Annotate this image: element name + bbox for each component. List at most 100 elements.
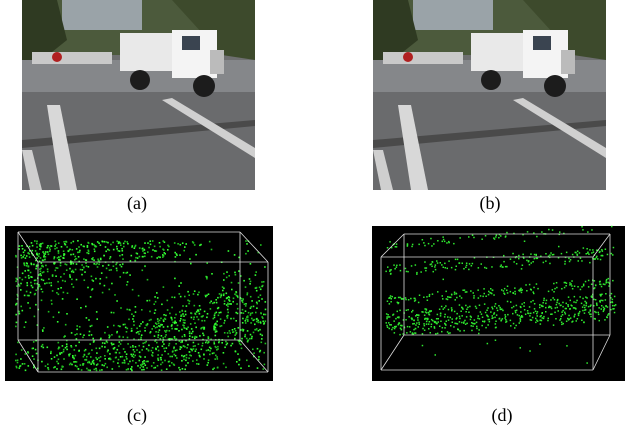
point (484, 321, 486, 323)
point (492, 315, 494, 317)
point (612, 254, 614, 256)
point (258, 359, 260, 361)
point (216, 302, 218, 304)
point (576, 300, 578, 302)
point (245, 322, 247, 324)
point (162, 249, 164, 251)
point (241, 312, 243, 314)
point (45, 265, 47, 267)
point (141, 309, 143, 311)
point (481, 239, 483, 241)
point (164, 252, 166, 254)
point (435, 333, 437, 335)
point (22, 363, 24, 365)
point (76, 298, 78, 300)
point (214, 325, 216, 327)
point (238, 327, 240, 329)
point (174, 364, 176, 366)
point (198, 343, 200, 345)
point (240, 367, 242, 369)
point (116, 248, 118, 250)
point (129, 309, 131, 311)
point (242, 309, 244, 311)
point (131, 255, 133, 257)
point (456, 318, 458, 320)
point (462, 308, 464, 310)
point (142, 363, 144, 365)
point (157, 354, 159, 356)
point (427, 300, 429, 302)
point (136, 332, 138, 334)
point (176, 357, 178, 359)
point (17, 359, 19, 361)
point (50, 282, 52, 284)
point (124, 360, 126, 362)
point (542, 302, 544, 304)
point (504, 317, 506, 319)
point (252, 312, 254, 314)
point (160, 318, 162, 320)
point (455, 269, 457, 271)
point (446, 242, 448, 244)
point (430, 332, 432, 334)
point (510, 291, 512, 293)
point-cloud-dense (5, 226, 273, 381)
point (209, 302, 211, 304)
point (417, 319, 419, 321)
point (206, 262, 208, 264)
point (177, 243, 179, 245)
point (595, 284, 597, 286)
point (224, 303, 226, 305)
point (227, 309, 229, 311)
point (497, 310, 499, 312)
point (86, 356, 88, 358)
point (511, 307, 513, 309)
point (261, 338, 263, 340)
point (402, 298, 404, 300)
point (41, 300, 43, 302)
point (174, 322, 176, 324)
point (494, 317, 496, 319)
point (157, 318, 159, 320)
point (435, 269, 437, 271)
point (199, 313, 201, 315)
point (228, 296, 230, 298)
point (239, 359, 241, 361)
point (133, 356, 135, 358)
point (600, 259, 602, 261)
point (80, 333, 82, 335)
point (488, 291, 490, 293)
point (401, 325, 403, 327)
point (466, 265, 468, 267)
point (232, 301, 234, 303)
point (536, 313, 538, 315)
point (209, 350, 211, 352)
point (213, 329, 215, 331)
point (42, 243, 44, 245)
point (433, 271, 435, 273)
point (122, 258, 124, 260)
point (36, 246, 38, 248)
point (424, 315, 426, 317)
point (500, 235, 502, 237)
point (480, 311, 482, 313)
point (163, 286, 165, 288)
point (162, 345, 164, 347)
point (51, 303, 53, 305)
point (73, 241, 75, 243)
point (263, 352, 265, 354)
point (171, 328, 173, 330)
point (112, 242, 114, 244)
point (536, 320, 538, 322)
point (485, 235, 487, 237)
point (571, 305, 573, 307)
point (107, 351, 109, 353)
point (58, 288, 60, 290)
point (49, 250, 51, 252)
point (397, 317, 399, 319)
point (601, 305, 603, 307)
point (162, 254, 164, 256)
point (595, 318, 597, 320)
point (47, 364, 49, 366)
point (588, 312, 590, 314)
